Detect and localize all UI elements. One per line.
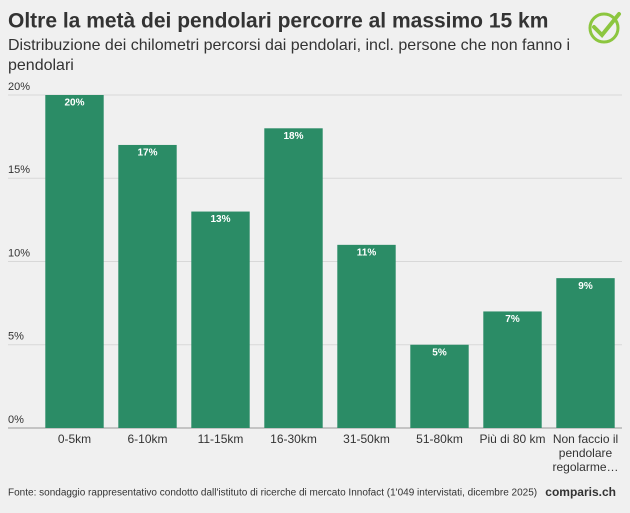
x-tick-box: Non faccio il pendolare regolarme… xyxy=(552,432,619,474)
y-tick-label: 10% xyxy=(8,247,30,259)
x-tick-box: Più di 80 km xyxy=(479,432,546,446)
x-tick-label: 11-15km xyxy=(197,432,244,446)
y-tick-label: 15% xyxy=(8,164,30,176)
bar xyxy=(118,144,177,428)
bar xyxy=(556,278,615,428)
logo-icon xyxy=(588,12,621,44)
value-label: 17% xyxy=(137,148,157,159)
bar xyxy=(410,344,469,428)
value-label: 13% xyxy=(210,214,230,225)
x-tick-box: 16-30km xyxy=(270,432,317,446)
bar xyxy=(483,311,542,428)
x-tick-label: 6-10km xyxy=(127,432,168,446)
value-label: 11% xyxy=(357,247,377,258)
y-tick-label: 5% xyxy=(8,331,24,343)
x-tick-box: 11-15km xyxy=(197,432,244,446)
x-tick-label: Più di 80 km xyxy=(479,432,546,446)
y-tick-label: 20% xyxy=(8,81,30,93)
x-tick-label: 31-50km xyxy=(343,432,390,446)
value-label: 18% xyxy=(283,131,303,142)
x-tick-box: 51-80km xyxy=(416,432,463,446)
x-tick-label: 0-5km xyxy=(57,432,92,446)
x-tick-box: 31-50km xyxy=(343,432,390,446)
chart-title: Oltre la metà dei pendolari percorre al … xyxy=(8,10,548,33)
x-tick-label: 16-30km xyxy=(270,432,317,446)
bar xyxy=(264,128,323,429)
x-tick-label: Non faccio il pendolare regolarme… xyxy=(552,432,619,474)
y-tick-label: 0% xyxy=(8,414,24,426)
source-note: Fonte: sondaggio rappresentativo condott… xyxy=(8,488,537,499)
subtitle-box: Distribuzione dei chilometri percorsi da… xyxy=(8,37,571,74)
bar xyxy=(337,244,396,428)
chart-subtitle: Distribuzione dei chilometri percorsi da… xyxy=(8,37,571,74)
value-label: 20% xyxy=(64,98,84,109)
logo-text: comparis.ch xyxy=(545,485,616,499)
bar xyxy=(191,211,250,428)
bar xyxy=(45,95,104,428)
value-label: 7% xyxy=(505,314,520,325)
x-tick-label: 51-80km xyxy=(416,432,463,446)
x-tick-box: 0-5km xyxy=(57,432,92,446)
value-label: 9% xyxy=(578,281,593,292)
x-tick-box: 6-10km xyxy=(127,432,168,446)
value-label: 5% xyxy=(432,347,447,358)
